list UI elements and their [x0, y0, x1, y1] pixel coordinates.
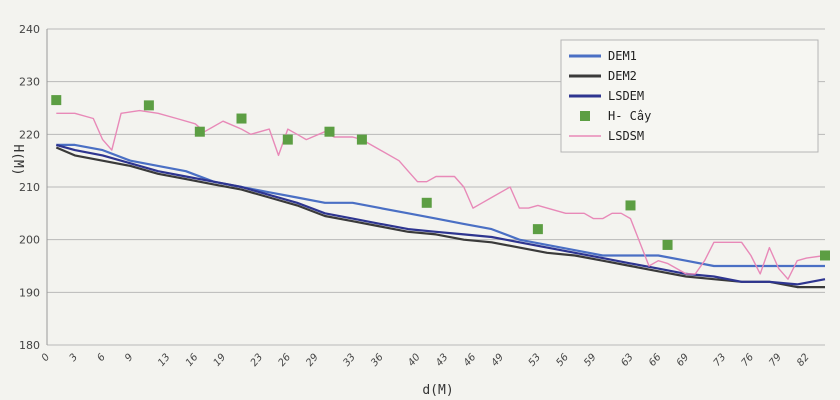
x-tick-label: 6 [95, 352, 108, 364]
marker-h-cay [236, 113, 247, 124]
legend-swatch-h-c-y [580, 111, 590, 121]
marker-h-cay [820, 250, 830, 261]
y-tick-label: 210 [19, 181, 40, 194]
marker-h-cay [324, 126, 335, 137]
marker-h-cay [662, 239, 673, 250]
marker-h-cay [625, 200, 636, 211]
legend-label-dem2: DEM2 [608, 69, 637, 83]
y-tick-label: 180 [19, 339, 40, 352]
x-axis-label: d(M) [422, 383, 453, 398]
x-tick-label: 0 [40, 352, 53, 364]
series-markers [51, 95, 830, 261]
marker-h-cay [532, 224, 543, 235]
marker-h-cay [356, 134, 367, 145]
y-axis-label: H(M) [10, 144, 25, 175]
gridlines [46, 28, 825, 346]
series-line-lsdsm [56, 109, 826, 280]
legend-entries: DEM1 DEM2 LSDEM H- Cây LSDSM [569, 49, 651, 143]
series-line-lsdem [56, 143, 826, 286]
y-tick-label: 230 [19, 76, 40, 89]
y-tick-label: 240 [19, 23, 40, 36]
series-line-dem1 [56, 143, 825, 268]
marker-h-cay [194, 126, 205, 137]
legend-box [560, 39, 819, 153]
series-lines [55, 109, 826, 289]
y-tick-labels: 180 190 200 210 220 230 240 [19, 23, 40, 352]
series-line-dem2 [55, 146, 825, 289]
x-tick-label: 3 [68, 352, 81, 364]
y-tick-label: 190 [19, 286, 40, 299]
x-tick-label: 9 [123, 352, 136, 364]
legend-label-lsdsm: LSDSM [608, 129, 644, 143]
legend-label-lsdem: LSDEM [608, 89, 644, 103]
legend-label-h-c-y: H- Cây [608, 109, 651, 123]
marker-h-cay [282, 134, 293, 145]
legend: DEM1 DEM2 LSDEM H- Cây LSDSM [560, 39, 819, 153]
marker-h-cay [143, 100, 154, 111]
marker-h-cay [421, 197, 432, 208]
y-tick-label: 220 [19, 128, 40, 141]
marker-h-cay [51, 95, 62, 106]
legend-label-dem1: DEM1 [608, 49, 637, 63]
y-tick-label: 200 [19, 234, 40, 247]
